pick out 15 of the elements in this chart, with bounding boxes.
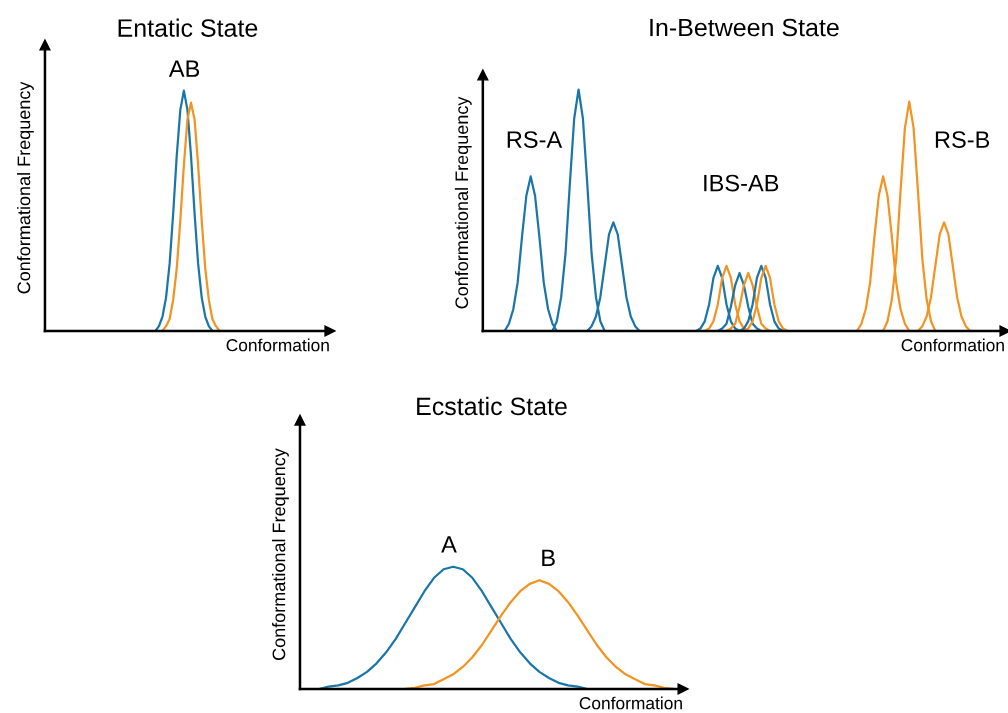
x-axis-title: Conformation: [901, 338, 1004, 352]
chart-title: In-Between State: [650, 18, 839, 37]
chart-title: Entatic State: [118, 18, 258, 37]
x-axis-title: Conformation: [226, 338, 329, 352]
text: A: [441, 536, 457, 553]
y-axis-title: Conformational Frequency: [17, 81, 34, 294]
annotation: IBS-AB: [704, 174, 779, 192]
y-axis-title: Conformational Frequency: [272, 448, 289, 661]
y-axis-title: Conformational Frequency: [454, 96, 472, 309]
chart-title: Ecstatic State: [417, 396, 567, 416]
annotation: RS-B: [935, 131, 990, 148]
x-axis-title: Conformation: [579, 696, 682, 710]
text: B: [542, 549, 555, 567]
annotation: RS-A: [507, 131, 563, 148]
text: AB: [168, 60, 200, 77]
